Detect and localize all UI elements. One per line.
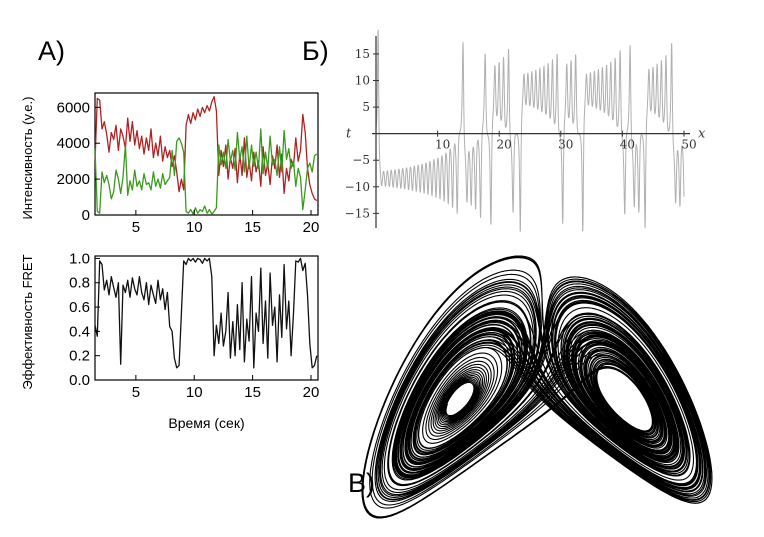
intensity-y-tick-label-3: 6000 [57,99,90,116]
lorenz-attractor-chart [361,255,713,519]
fret-y-tick-label-4: 0.8 [69,275,90,292]
lorenz-y-tick-label-1: −10 [345,180,370,194]
panel-label-a: А) [38,36,65,66]
fret-series-group [94,257,318,369]
fret-plot-frame [94,255,319,381]
fret-x-axis-label: Время (сек) [168,415,244,431]
lorenz-y-tick-label-0: −15 [345,206,370,220]
intensity-x-tick-label-2: 15 [244,219,261,236]
intensity-y-tick-label-1: 2000 [57,171,90,188]
intensity-y-axis-label: Интенсивность (у.е.) [20,97,35,220]
fret-y-axis-label: Эффективность FRET [20,254,35,389]
intensity-x-tick-label-0: 5 [132,219,140,236]
fret-ticks-group: 5 10 15 20 0.0 0.2 0.4 0.6 0.8 1.0 [69,250,319,401]
lorenz-time-series-group [375,29,685,232]
intensity-series-group [94,95,318,215]
intensity-plot-frame [94,92,319,216]
fret-y-tick-label-1: 0.2 [69,348,90,365]
intensity-ticks-group: 5 10 15 20 0 2000 4000 6000 [57,99,320,236]
lorenz-y-tick-label-3: 5 [362,100,370,114]
fret-series-line-0 [94,257,318,369]
lorenz-x-tick-label-4: 50 [681,138,696,152]
lorenz-time-axes-group: 10 20 30 40 50 −15 −10 −5 5 10 15 [345,36,697,228]
lorenz-y-tick-label-5: 15 [355,47,370,61]
intensity-chart: 5 10 15 20 0 2000 4000 6000 Интенсивность (у.е.… [20,92,320,236]
lorenz-t-axis-label: t [346,127,352,142]
lorenz-x-tick-label-3: 40 [620,138,635,152]
fret-y-tick-label-5: 1.0 [69,250,90,267]
lorenz-x-tick-label-1: 20 [497,138,512,152]
intensity-y-tick-label-2: 4000 [57,135,90,152]
lorenz-y-tick-label-4: 10 [355,74,370,88]
lorenz-time-series-chart: 10 20 30 40 50 −15 −10 −5 5 10 15 x t [345,29,706,232]
fret-x-tick-label-0: 5 [132,384,140,401]
lorenz-time-series-line [375,29,685,232]
intensity-series-line-1 [94,128,318,215]
fret-y-tick-label-0: 0.0 [69,372,90,389]
lorenz-y-tick-label-2: −5 [352,153,370,167]
lorenz-x-tick-label-2: 30 [558,138,573,152]
lorenz-attractor-trajectory [361,255,713,519]
lorenz-x-axis-label: x [698,127,706,142]
fret-x-tick-label-1: 10 [186,384,203,401]
panel-label-b: Б) [302,36,329,66]
fret-y-tick-label-2: 0.4 [69,323,90,340]
intensity-x-tick-label-3: 20 [303,219,320,236]
fret-y-tick-label-3: 0.6 [69,299,90,316]
fret-chart: 5 10 15 20 0.0 0.2 0.4 0.6 0.8 1.0 Эффективность … [20,250,319,431]
fret-x-tick-label-3: 20 [303,384,320,401]
intensity-x-tick-label-1: 10 [186,219,203,236]
lorenz-x-tick-label-0: 10 [435,138,450,152]
fret-x-tick-label-2: 15 [244,384,261,401]
intensity-y-tick-label-0: 0 [82,207,90,224]
intensity-series-line-0 [94,95,318,202]
